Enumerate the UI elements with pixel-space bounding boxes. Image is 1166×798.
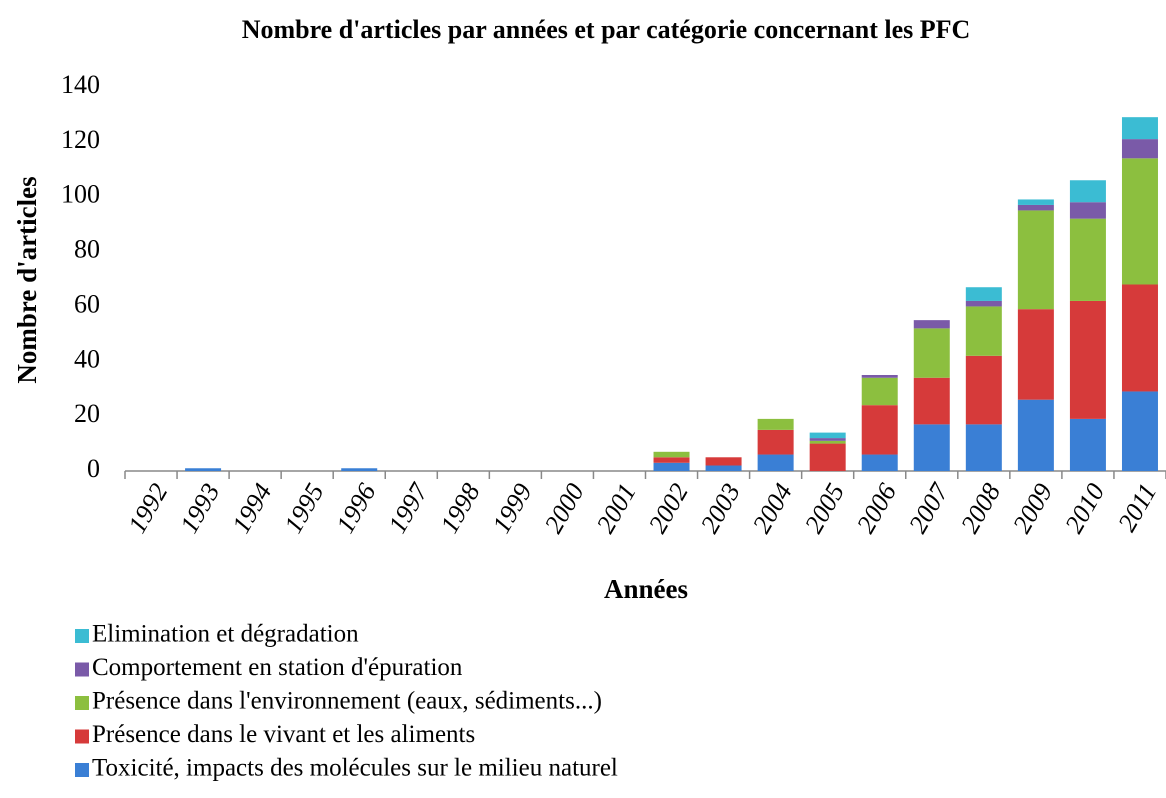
chart-title: Nombre d'articles par années et par caté… [242, 15, 971, 44]
x-tick-label: 2006 [851, 478, 902, 538]
x-tick-label: 2007 [903, 478, 955, 538]
bar-segment [1069, 418, 1106, 471]
bar-segment [705, 457, 742, 466]
bar-segment [809, 438, 846, 441]
bar-segment [653, 457, 690, 463]
x-tick-label: 2002 [643, 478, 694, 538]
bar-segment [913, 320, 950, 329]
legend-label: Toxicité, impacts des molécules sur le m… [92, 755, 618, 782]
x-axis-title: Années [604, 574, 688, 604]
bar-segment [653, 462, 690, 471]
bar-segment [653, 451, 690, 458]
y-tick-label: 0 [87, 454, 100, 483]
y-tick-label: 40 [74, 344, 100, 373]
bar-segment [861, 405, 898, 455]
bar-segment [1069, 300, 1106, 419]
bar-segment [861, 375, 898, 378]
x-tick-label: 2000 [539, 478, 590, 538]
legend-swatch [75, 729, 89, 744]
bar-segment [965, 306, 1002, 356]
y-tick-label: 60 [74, 289, 100, 318]
x-tick-label: 2004 [747, 478, 798, 538]
x-tick-label: 2009 [1007, 478, 1058, 538]
bar-segment [913, 377, 950, 425]
bar-segment [757, 418, 794, 430]
bar-segment [1069, 218, 1106, 301]
y-axis-title: Nombre d'articles [12, 176, 42, 383]
bar-segment [1121, 139, 1158, 159]
x-tick-label: 2008 [955, 478, 1006, 538]
x-tick-label: 2010 [1059, 478, 1110, 538]
x-tick-label: 1993 [174, 478, 225, 538]
x-tick-label: 1992 [122, 478, 173, 538]
bar-segment [1017, 309, 1054, 400]
bar-segment [861, 377, 898, 406]
bar-segment [757, 454, 794, 471]
x-tick-label: 2011 [1112, 478, 1162, 536]
legend-swatch [75, 696, 89, 710]
x-tick-label: 1996 [330, 478, 381, 538]
legend-swatch [75, 763, 89, 777]
bar-segment [809, 440, 846, 444]
y-tick-label: 100 [61, 180, 100, 209]
bar-segment [1069, 202, 1106, 219]
bar-segment [913, 424, 950, 471]
bar-segment [1121, 284, 1158, 392]
x-tick-label: 1997 [383, 478, 435, 538]
legend-swatch [75, 629, 89, 643]
y-tick-label: 80 [74, 235, 100, 264]
bar-segment [965, 287, 1002, 301]
bar-segment [809, 443, 846, 471]
bar-segment [341, 468, 378, 471]
bar-segment [1121, 391, 1158, 471]
x-tick-label: 1999 [487, 478, 538, 538]
y-tick-label: 140 [61, 70, 100, 99]
x-tick-label: 2005 [799, 478, 850, 538]
x-tick-label: 1995 [278, 478, 329, 538]
bar-segment [1017, 199, 1054, 205]
y-tick-label: 20 [74, 399, 100, 428]
legend-label: Présence dans le vivant et les aliments [92, 721, 475, 748]
x-tick-label: 1994 [226, 478, 277, 538]
x-tick-label: 1998 [435, 478, 486, 538]
bar-segment [861, 454, 898, 471]
bar-segment [1017, 399, 1054, 471]
bar-segment [185, 468, 222, 471]
bar-segment [809, 432, 846, 439]
legend-label: Comportement en station d'épuration [92, 654, 463, 681]
legend-label: Présence dans l'environnement (eaux, séd… [92, 688, 602, 715]
bar-segment [965, 355, 1002, 425]
x-tick-label: 2001 [591, 478, 642, 538]
y-tick-label: 120 [61, 125, 100, 154]
bar-segment [1069, 180, 1106, 203]
bar-segment [913, 328, 950, 378]
bar-segment [1017, 204, 1054, 211]
bar-segment [1017, 210, 1054, 310]
x-tick-label: 2003 [695, 478, 746, 538]
bar-segment [757, 429, 794, 455]
bar-segment [965, 424, 1002, 471]
bar-segment [1121, 117, 1158, 140]
bar-segment [705, 465, 742, 471]
bar-segment [1121, 158, 1158, 285]
legend-swatch [75, 662, 89, 677]
bar-segment [965, 300, 1002, 307]
legend-label: Elimination et dégradation [92, 621, 359, 648]
